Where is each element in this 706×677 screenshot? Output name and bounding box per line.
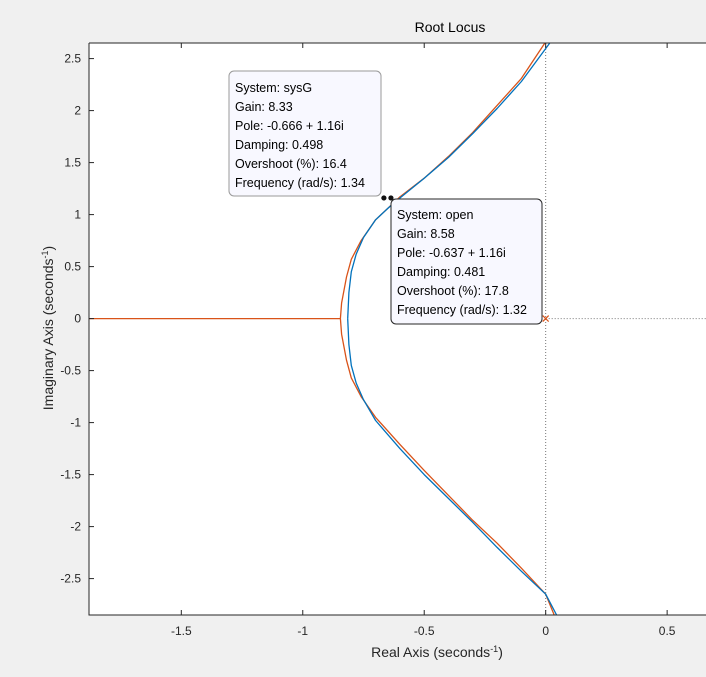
datatip-line: Pole: -0.666 + 1.16i — [235, 119, 344, 133]
x-tick-label: -1 — [297, 624, 308, 638]
datatip-line: Damping: 0.498 — [235, 138, 323, 152]
x-axis-title: Real Axis (seconds-1) — [371, 644, 503, 660]
datatip-line: Frequency (rad/s): 1.32 — [397, 303, 527, 317]
x-tick-label: 0.5 — [659, 624, 676, 638]
pole-marker — [542, 315, 550, 323]
datatip-line: Gain: 8.58 — [397, 227, 455, 241]
x-tick-label: 0 — [542, 624, 549, 638]
datatip-point-marker[interactable] — [381, 195, 387, 201]
datatip-line: Frequency (rad/s): 1.34 — [235, 176, 365, 190]
axes-box — [88, 42, 706, 616]
plot-area[interactable] — [89, 43, 706, 615]
y-tick-label: -2.5 — [60, 572, 81, 586]
y-tick-label: -1 — [70, 416, 81, 430]
datatip-sysG[interactable]: System: sysG Gain: 8.33 Pole: -0.666 + 1… — [228, 70, 382, 197]
datatip-line: Pole: -0.637 + 1.16i — [397, 246, 506, 260]
datatip-open-box — [390, 198, 543, 325]
chart-title: Root Locus — [415, 19, 486, 35]
y-tick-label: -1.5 — [60, 468, 81, 482]
x-tick-label: -0.5 — [414, 624, 435, 638]
datatip-open[interactable]: System: open Gain: 8.58 Pole: -0.637 + 1… — [390, 198, 543, 325]
y-tick-label: 1.5 — [64, 156, 81, 170]
datatip-sysG-box — [228, 70, 382, 197]
locus-branch-sysG-0[interactable] — [339, 42, 546, 319]
y-tick-label: -2 — [70, 520, 81, 534]
y-tick-label: 2 — [74, 104, 81, 118]
y-tick-label: 0.5 — [64, 260, 81, 274]
y-tick-label: -0.5 — [60, 364, 81, 378]
locus-branch-sysG-1[interactable] — [339, 318, 555, 616]
y-tick-label: 2.5 — [64, 52, 81, 66]
y-axis-title: Imaginary Axis (seconds-1) — [40, 246, 56, 410]
datatip-point-marker[interactable] — [388, 195, 394, 201]
datatip-line: Overshoot (%): 16.4 — [235, 157, 347, 171]
datatip-line: System: open — [397, 208, 473, 222]
y-tick-label: 1 — [74, 208, 81, 222]
locus-branch-open-1[interactable] — [347, 318, 558, 616]
datatip-line: Gain: 8.33 — [235, 100, 293, 114]
y-tick-label: 0 — [74, 312, 81, 326]
datatip-line: Overshoot (%): 17.8 — [397, 284, 509, 298]
datatip-line: System: sysG — [235, 81, 312, 95]
x-tick-label: -1.5 — [171, 624, 192, 638]
datatip-line: Damping: 0.481 — [397, 265, 485, 279]
